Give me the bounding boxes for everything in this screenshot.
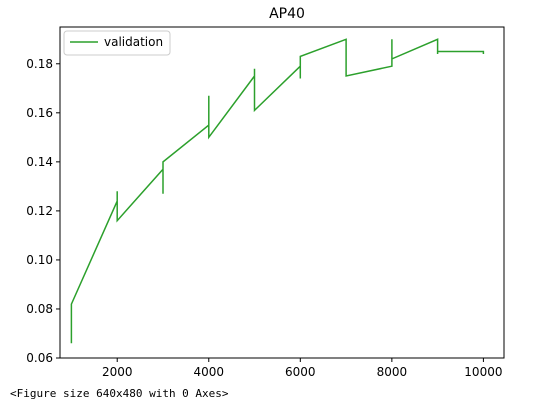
x-tick-label: 4000 <box>193 365 224 379</box>
y-axis: 0.06 0.08 0.10 0.12 0.14 0.16 0.18 <box>26 57 60 365</box>
chart-title: AP40 <box>269 6 305 22</box>
x-tick-label: 2000 <box>102 365 133 379</box>
x-tick-label: 6000 <box>285 365 316 379</box>
y-tick-label: 0.10 <box>26 253 53 267</box>
figure-caption: <Figure size 640x480 with 0 Axes> <box>10 387 229 400</box>
x-tick-label: 8000 <box>377 365 408 379</box>
series-layer <box>70 38 485 344</box>
plot-area <box>59 26 505 359</box>
y-tick-label: 0.14 <box>26 155 53 169</box>
x-tick-label: 10000 <box>464 365 502 379</box>
legend-box <box>63 30 171 56</box>
y-tick-label: 0.16 <box>26 106 53 120</box>
x-axis: 2000 4000 6000 8000 10000 <box>102 358 502 379</box>
series-line-validation <box>70 38 485 344</box>
legend-label: validation <box>104 35 163 49</box>
legend: validation <box>63 30 171 56</box>
y-tick-label: 0.08 <box>26 302 53 316</box>
y-tick-label: 0.12 <box>26 204 53 218</box>
y-tick-label: 0.18 <box>26 57 53 71</box>
line-chart: AP40 0.06 0.08 0.10 0.12 0.14 0.16 0.18 2000 40… <box>26 6 505 379</box>
y-tick-label: 0.06 <box>26 351 53 365</box>
